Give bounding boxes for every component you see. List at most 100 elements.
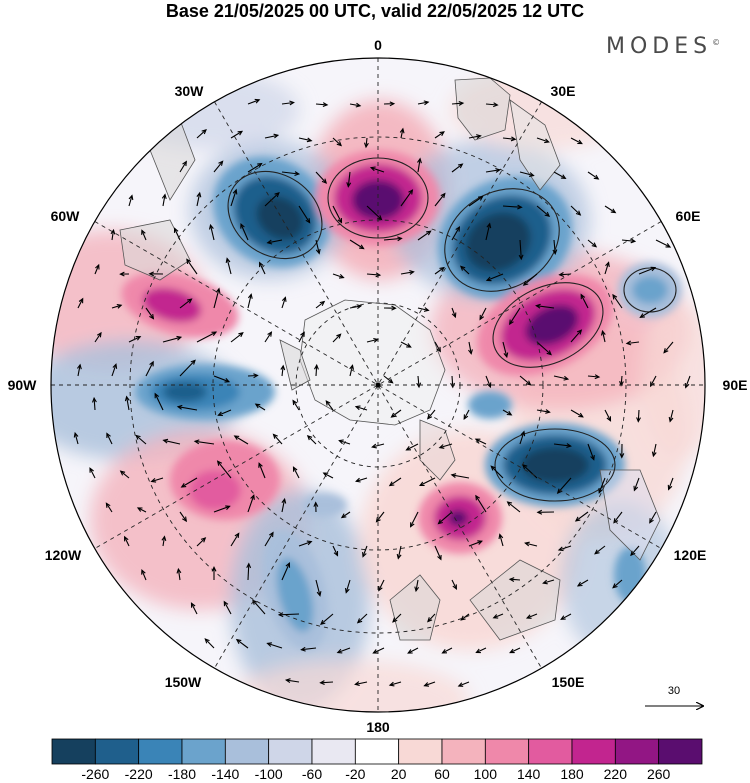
wind-arrow	[601, 330, 606, 343]
colorbar-swatch	[51, 738, 96, 765]
wind-arrow	[522, 464, 538, 479]
wind-arrow-head	[377, 215, 383, 221]
wind-arrow	[315, 239, 320, 254]
wind-arrow	[332, 205, 342, 223]
wind-arrow-head	[313, 501, 319, 507]
wind-arrow-head	[204, 638, 210, 644]
wind-arrow	[553, 375, 569, 380]
wind-arrow-head	[322, 472, 329, 478]
wind-arrow	[77, 364, 81, 377]
wind-arrow	[93, 398, 96, 411]
wind-arrow-head	[450, 473, 457, 478]
wind-arrow-head	[96, 331, 102, 338]
wind-arrow	[486, 273, 504, 281]
wind-arrow-head	[225, 505, 231, 510]
wind-arrow	[389, 681, 402, 686]
wind-arrow	[94, 332, 102, 343]
wind-arrow-head	[417, 157, 422, 164]
wind-arrow	[406, 443, 419, 451]
wind-arrow-head	[281, 497, 287, 504]
wind-arrow-head	[450, 382, 456, 389]
wind-arrow-head	[375, 272, 382, 278]
wind-arrow	[536, 409, 550, 413]
colorbar-swatch	[658, 738, 703, 765]
wind-arrow-head	[76, 363, 82, 370]
wind-arrow-head	[186, 298, 193, 304]
wind-arrow	[525, 542, 538, 547]
wind-arrow-head	[405, 445, 412, 451]
wind-arrow-head	[258, 462, 263, 468]
wind-arrow-head	[201, 128, 207, 135]
wind-arrow-head	[613, 518, 619, 524]
wind-arrow	[298, 541, 312, 547]
wind-arrow-head	[356, 304, 363, 310]
wind-arrow-head	[625, 340, 632, 346]
wind-arrow	[389, 477, 402, 487]
wind-arrow-head	[498, 533, 504, 540]
wind-arrow-head	[663, 348, 669, 354]
wind-arrow	[417, 230, 431, 241]
wind-arrow-head	[322, 102, 329, 108]
wind-arrow-head	[606, 416, 612, 422]
map-border	[50, 57, 706, 713]
wind-arrow	[519, 239, 522, 260]
wind-arrow-head	[355, 477, 361, 483]
wind-arrow-head	[196, 191, 202, 198]
wind-arrow-head	[594, 549, 600, 555]
wind-arrow-head	[423, 307, 430, 312]
wind-arrow	[315, 171, 327, 184]
wind-arrow	[247, 99, 260, 105]
wind-arrow-head	[593, 174, 600, 180]
wind-arrow	[124, 536, 130, 547]
wind-arrow-head	[560, 615, 566, 620]
wind-arrow	[570, 409, 584, 418]
wind-arrow-head	[630, 238, 637, 244]
wind-arrow-head	[336, 141, 343, 147]
wind-arrow	[196, 129, 207, 139]
wind-arrow	[640, 307, 657, 318]
colorbar-tick-label: -60	[302, 766, 322, 782]
lon-label-30w: 30W	[175, 83, 205, 99]
wind-arrow	[174, 228, 181, 241]
wind-arrow	[315, 579, 321, 596]
wind-arrow-head	[354, 681, 360, 687]
wind-arrow-head	[180, 482, 187, 488]
wind-arrow-head	[91, 396, 97, 403]
wind-arrow-head	[95, 263, 100, 270]
wind-arrow-head	[591, 242, 598, 248]
wind-arrow	[366, 338, 378, 343]
wind-arrow	[196, 537, 206, 547]
wind-arrow	[442, 647, 453, 654]
wind-arrow-head	[119, 271, 125, 277]
wind-arrow-head	[522, 280, 529, 286]
wind-arrow	[417, 375, 420, 388]
wind-arrow	[526, 613, 538, 619]
wind-arrow	[553, 239, 556, 254]
wind-arrow	[179, 161, 187, 173]
wind-arrow-head	[136, 507, 143, 512]
wind-arrow	[213, 505, 230, 513]
wind-arrow-head	[186, 258, 192, 264]
wind-arrow	[141, 569, 147, 581]
chart-title: Base 21/05/2025 00 UTC, valid 22/05/2025…	[165, 1, 585, 21]
wind-arrow-head	[246, 562, 252, 569]
wind-arrow	[264, 192, 280, 207]
wind-arrow-head	[105, 502, 111, 508]
wind-arrow-head	[436, 346, 441, 353]
wind-arrow	[74, 432, 79, 445]
colorbar-swatch	[354, 738, 400, 765]
wind-arrow	[236, 639, 249, 649]
wind-arrow	[400, 271, 414, 275]
wind-arrow	[357, 613, 368, 624]
wind-arrow-head	[525, 614, 532, 619]
wind-arrow	[345, 579, 351, 593]
wind-arrow	[204, 638, 215, 649]
wind-arrow	[332, 333, 341, 343]
wind-arrow	[604, 409, 611, 421]
wind-arrow-head	[633, 485, 639, 492]
colorbar-tick-label: -260	[81, 766, 109, 782]
wind-arrow-head	[439, 131, 445, 137]
wind-arrow-head	[161, 535, 167, 542]
wind-arrow	[613, 511, 623, 523]
